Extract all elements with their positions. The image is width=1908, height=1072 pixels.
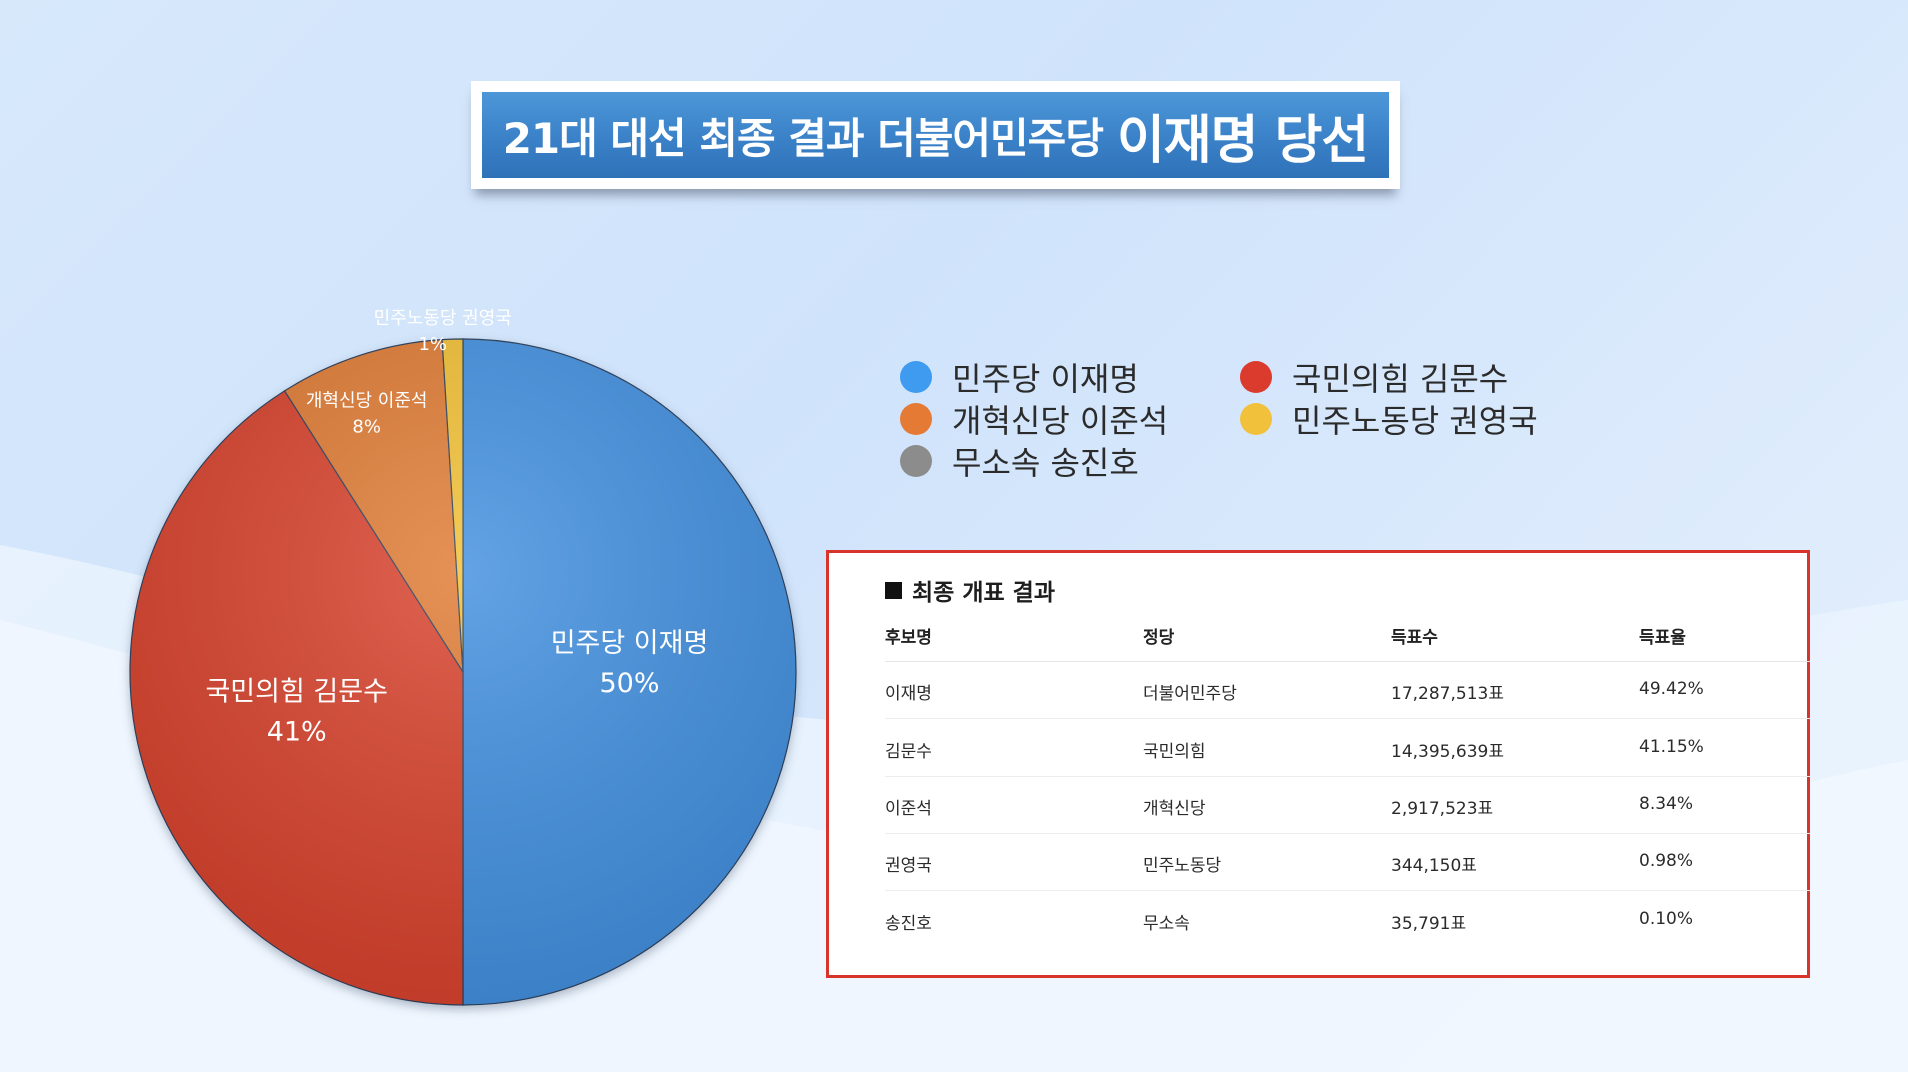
cell-votes: 344,150표	[1391, 856, 1477, 876]
legend-item-kwon-youngguk: 민주노동당 권영국	[1240, 396, 1538, 442]
cell-votes: 2,917,523표	[1391, 799, 1494, 819]
title-banner: 21대 대선 최종 결과 더불어민주당 이재명 당선	[471, 81, 1400, 189]
slice-label-name: 국민의힘 김문수	[205, 676, 387, 707]
cell-party: 민주노동당	[1143, 856, 1222, 876]
slice-label-name: 개혁신당 이준석	[306, 391, 428, 412]
legend-dot-blue	[900, 361, 932, 393]
legend-item-lee-junseok: 개혁신당 이준석	[900, 396, 1168, 442]
legend-label: 개혁신당 이준석	[952, 402, 1169, 440]
table-row: 송진호 무소속 35,791표 0.10%	[885, 891, 1810, 948]
legend-label: 민주노동당 권영국	[1292, 402, 1538, 440]
cell-candidate: 이준석	[885, 799, 932, 819]
slice-label-name: 민주노동당 권영국	[374, 308, 512, 329]
cell-votes: 14,395,639표	[1391, 742, 1504, 762]
results-table-panel: 최종 개표 결과 후보명 정당 득표수 득표율 이재명 더불어민주당 17,28…	[826, 550, 1810, 978]
legend-label: 민주당 이재명	[952, 360, 1139, 398]
pie-shading	[130, 339, 796, 1005]
cell-party: 국민의힘	[1143, 742, 1206, 762]
slice-label-value: 1%	[418, 334, 447, 355]
table-row: 이준석 개혁신당 2,917,523표 8.34%	[885, 776, 1810, 834]
cell-percentage: 0.10%	[1639, 909, 1694, 929]
cell-votes: 17,287,513표	[1391, 684, 1504, 704]
legend-item-song-jinho: 무소속 송진호	[900, 438, 1139, 484]
table-row: 이재명 더불어민주당 17,287,513표 49.42%	[885, 661, 1810, 719]
page-title-highlight: 이재명 당선	[1116, 110, 1369, 171]
table-heading: 최종 개표 결과	[885, 573, 1055, 607]
legend-item-kim-moonsoo: 국민의힘 김문수	[1240, 354, 1508, 400]
cell-percentage: 49.42%	[1639, 679, 1704, 699]
chart-legend: 민주당 이재명 국민의힘 김문수 개혁신당 이준석 민주노동당 권영국 무소속 …	[900, 354, 1600, 484]
legend-label: 국민의힘 김문수	[1292, 360, 1509, 398]
column-header-votes: 득표수	[1391, 628, 1438, 648]
cell-votes: 35,791표	[1391, 914, 1467, 934]
legend-label: 무소속 송진호	[952, 444, 1139, 482]
cell-party: 더불어민주당	[1143, 684, 1237, 704]
slice-label-value: 41%	[267, 716, 327, 747]
legend-dot-gray	[900, 445, 932, 477]
slice-label-value: 8%	[352, 417, 381, 438]
legend-item-lee-jaemyung: 민주당 이재명	[900, 354, 1139, 400]
table-row: 권영국 민주노동당 344,150표 0.98%	[885, 833, 1810, 891]
cell-percentage: 8.34%	[1639, 794, 1694, 814]
title-banner-inner: 21대 대선 최종 결과 더불어민주당 이재명 당선	[482, 92, 1389, 178]
table-row: 김문수 국민의힘 14,395,639표 41.15%	[885, 719, 1810, 777]
table-header-row: 후보명 정당 득표수 득표율	[885, 623, 1810, 662]
cell-party: 무소속	[1143, 914, 1190, 934]
table-heading-text: 최종 개표 결과	[912, 580, 1055, 606]
cell-percentage: 0.98%	[1639, 851, 1694, 871]
cell-candidate: 이재명	[885, 684, 932, 704]
cell-candidate: 권영국	[885, 856, 932, 876]
slice-label-name: 민주당 이재명	[551, 628, 709, 659]
cell-candidate: 김문수	[885, 742, 932, 762]
square-bullet-icon	[885, 581, 902, 599]
column-header-party: 정당	[1143, 628, 1175, 648]
cell-percentage: 41.15%	[1639, 737, 1704, 757]
cell-candidate: 송진호	[885, 914, 932, 934]
legend-dot-orange	[900, 403, 932, 435]
page-title: 21대 대선 최종 결과 더불어민주당	[502, 113, 1104, 163]
legend-dot-red	[1240, 361, 1272, 393]
legend-dot-yellow	[1240, 403, 1272, 435]
slice-label-value: 50%	[599, 668, 659, 699]
column-header-candidate: 후보명	[885, 628, 932, 648]
cell-party: 개혁신당	[1143, 799, 1206, 819]
column-header-percentage: 득표율	[1639, 628, 1686, 648]
